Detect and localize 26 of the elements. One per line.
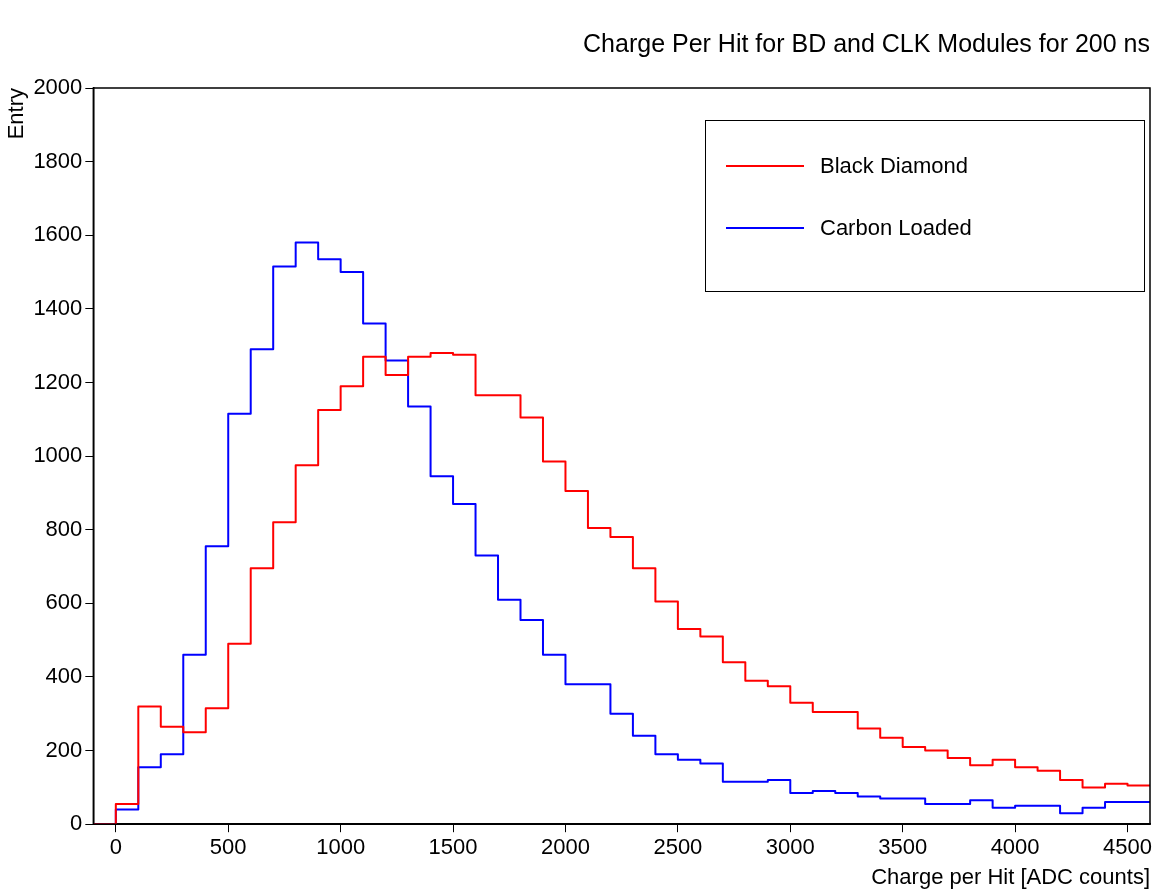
x-tick-label: 3000 [765, 834, 815, 860]
y-tick-label: 200 [45, 736, 83, 762]
y-tick-label: 1000 [33, 442, 83, 468]
x-tick-label: 500 [209, 834, 247, 860]
y-tick-label: 1200 [33, 368, 83, 394]
y-tick-label: 400 [45, 663, 83, 689]
y-tick-label: 1400 [33, 294, 83, 320]
x-tick-label: 2000 [540, 834, 590, 860]
legend-label: Black Diamond [820, 153, 968, 179]
legend-label: Carbon Loaded [820, 215, 972, 241]
x-tick-label: 3500 [878, 834, 928, 860]
y-axis-title: Entry [3, 88, 29, 140]
y-tick-label: 600 [45, 589, 83, 615]
x-tick-label: 1000 [316, 834, 366, 860]
y-tick-label: 800 [45, 515, 83, 541]
y-tick-label: 0 [70, 810, 83, 836]
y-tick-label: 1800 [33, 147, 83, 173]
chart-title: Charge Per Hit for BD and CLK Modules for 200 ns [583, 28, 1150, 57]
x-axis-title: Charge per Hit [ADC counts] [871, 863, 1150, 889]
y-tick-label: 2000 [33, 74, 83, 100]
x-tick-label: 4500 [1103, 834, 1152, 860]
x-tick-label: 2500 [653, 834, 703, 860]
x-tick-label: 0 [109, 834, 122, 860]
x-tick-label: 1500 [428, 834, 478, 860]
x-tick-label: 4000 [990, 834, 1040, 860]
y-tick-label: 1600 [33, 221, 83, 247]
